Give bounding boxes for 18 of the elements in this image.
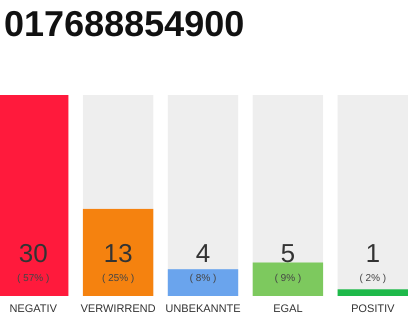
annotation: ( 2% ) (359, 273, 386, 284)
x-tick-label: NEGATIV (9, 303, 58, 315)
annotation: ( 8% ) (190, 273, 216, 284)
annotation: ( 25% ) (102, 273, 134, 284)
x-tick-label: POSITIV (351, 303, 396, 315)
x-tick-label: VERWIRREND (80, 303, 156, 315)
data-label: 5 (280, 238, 296, 268)
data-label: 30 (18, 238, 48, 268)
data-label: 4 (196, 238, 210, 268)
data-label: 13 (104, 238, 133, 268)
chart-title: 017688854900 (4, 3, 244, 44)
data-label: 1 (366, 238, 380, 268)
bar (168, 269, 238, 296)
bar (252, 262, 324, 296)
annotation: ( 57% ) (17, 273, 50, 284)
annotation: ( 9% ) (274, 273, 302, 284)
x-tick-label: EGAL (273, 303, 303, 315)
x-tick-label: UNBEKANNTE (165, 303, 241, 315)
